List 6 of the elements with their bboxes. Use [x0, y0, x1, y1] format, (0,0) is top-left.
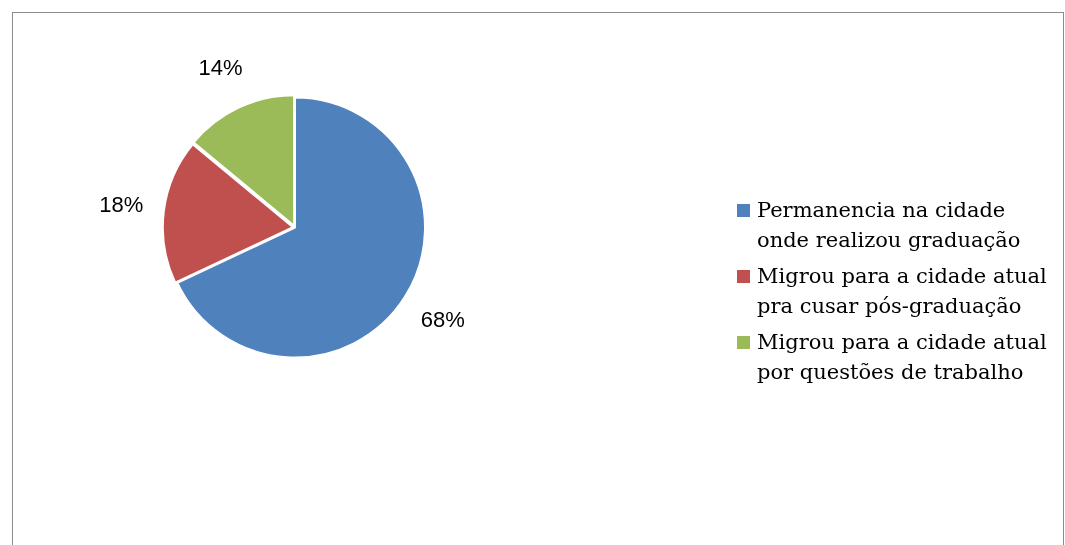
data-label: 14% — [198, 55, 243, 81]
legend-label: Migrou para a cidade atual por questões de trabalho — [757, 330, 1047, 384]
data-label: 18% — [99, 191, 144, 217]
legend-label: Migrou para a cidade atual pra cusar pós-graduação — [757, 264, 1047, 318]
data-label: 68% — [420, 307, 465, 333]
legend-label: Permanencia na cidade onde realizou graduação — [757, 198, 1021, 252]
